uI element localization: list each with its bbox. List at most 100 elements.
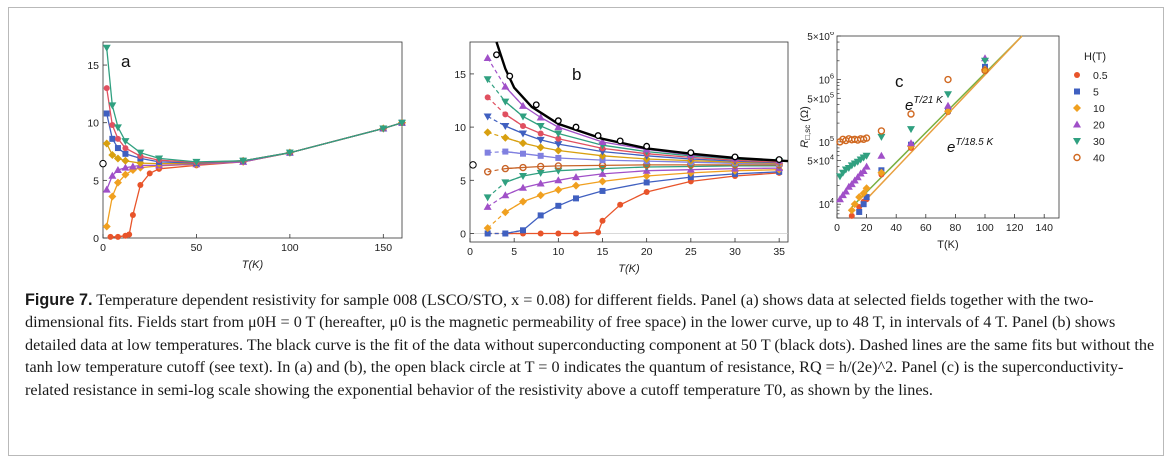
- data-point: [109, 122, 116, 129]
- data-point: [599, 187, 606, 194]
- x-tick-label: 50: [191, 242, 203, 254]
- data-point: [501, 82, 510, 90]
- black-dot: [572, 123, 580, 131]
- data-point: [519, 163, 527, 172]
- y-tick-label: 105: [819, 134, 834, 149]
- data-point: [122, 145, 129, 152]
- y-tick-label: 5: [460, 175, 466, 187]
- x-tick-label: 40: [890, 222, 902, 234]
- data-point: [598, 151, 607, 160]
- data-point: [536, 136, 545, 144]
- legend-label: 20: [1093, 120, 1105, 132]
- data-point: [573, 230, 579, 237]
- data-point: [484, 149, 491, 156]
- x-tick-label: 150: [375, 242, 393, 254]
- data-point: [537, 212, 544, 219]
- data-point: [114, 135, 121, 142]
- x-tick-label: 120: [1006, 222, 1024, 234]
- plot-frame: [469, 41, 789, 243]
- y-axis-label: R□,sc (Ω): [799, 106, 812, 148]
- data-point: [114, 233, 121, 240]
- x-tick-label: 0: [100, 242, 106, 254]
- data-point: [137, 181, 144, 188]
- data-point: [128, 162, 137, 170]
- data-point: [862, 152, 871, 160]
- legend-marker: [1073, 153, 1081, 162]
- x-tick-label: 0: [834, 222, 840, 234]
- y-tick-label: 0: [93, 233, 99, 245]
- legend-marker: [1073, 120, 1081, 128]
- data-point: [239, 157, 248, 165]
- y-tick-label: 5×104: [807, 153, 834, 168]
- data-point: [555, 202, 562, 209]
- data-point: [642, 172, 651, 181]
- legend-label: 5: [1093, 87, 1099, 99]
- data-point: [537, 152, 544, 159]
- data-point: [121, 156, 130, 165]
- data-point: [520, 227, 526, 234]
- data-point: [859, 189, 868, 198]
- data-point: [502, 111, 509, 118]
- data-point: [554, 123, 563, 131]
- x-tick-label: 80: [950, 222, 962, 234]
- black-dot: [554, 117, 562, 125]
- data-point: [877, 127, 886, 135]
- data-point: [981, 66, 989, 75]
- data-point: [599, 217, 606, 224]
- data-point: [484, 230, 491, 237]
- data-point: [107, 233, 114, 240]
- legend-marker: [1073, 104, 1081, 112]
- data-point: [855, 193, 864, 202]
- data-point: [155, 155, 164, 163]
- data-point: [129, 211, 136, 218]
- legend-label: 30: [1093, 136, 1105, 148]
- x-tick-label: 60: [920, 222, 932, 234]
- caption-text: Temperature dependent resistivity for sa…: [25, 291, 1155, 399]
- data-point: [520, 150, 526, 157]
- data-point: [848, 212, 855, 219]
- data-point: [103, 110, 110, 117]
- legend-marker: [1074, 72, 1080, 78]
- data-point: [598, 177, 607, 186]
- data-point: [907, 126, 915, 134]
- black-dot: [594, 132, 602, 140]
- data-point: [483, 194, 492, 202]
- data-point: [519, 101, 527, 109]
- x-tick-label: 35: [773, 246, 785, 258]
- y-tick-label: 106: [819, 72, 834, 87]
- fit-line: [866, 35, 1023, 200]
- legend-label: 0.5: [1093, 70, 1108, 82]
- quantum-resistance-marker: [469, 161, 477, 169]
- data-point: [643, 189, 650, 195]
- x-tick-label: 30: [729, 246, 741, 258]
- black-dot: [616, 137, 624, 145]
- x-tick-label: 15: [597, 246, 609, 258]
- legend-label: 10: [1093, 103, 1105, 115]
- data-point: [483, 128, 492, 137]
- data-point: [554, 146, 563, 155]
- x-tick-label: 100: [976, 222, 994, 234]
- plot-frame: [102, 41, 403, 239]
- x-tick-label: 140: [1035, 222, 1053, 234]
- data-point: [862, 162, 871, 170]
- data-point: [519, 173, 527, 181]
- data-point: [146, 170, 153, 177]
- y-tick-label: 5: [93, 175, 99, 187]
- data-point: [113, 165, 122, 173]
- plot-frame: [836, 35, 1060, 219]
- black-dot: [775, 156, 783, 164]
- x-axis-label: T(K): [937, 239, 958, 251]
- data-point: [907, 139, 915, 147]
- black-dot: [643, 142, 651, 150]
- black-dot: [687, 149, 695, 157]
- data-point: [554, 162, 563, 170]
- black-fit-curve: [495, 41, 789, 163]
- data-point: [126, 231, 133, 238]
- data-point: [102, 139, 111, 148]
- data-point: [835, 173, 844, 181]
- data-point: [501, 133, 510, 142]
- data-point: [484, 94, 491, 101]
- series-line-40: [504, 101, 780, 162]
- data-point: [847, 206, 856, 215]
